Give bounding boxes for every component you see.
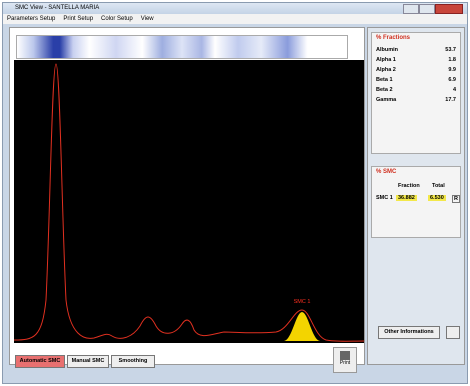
fraction-row: Beta 1 6.9 [376,77,456,86]
automatic-smc-button[interactable]: Automatic SMC [15,355,65,368]
manual-smc-button[interactable]: Manual SMC [67,355,109,368]
fraction-row: Alpha 1 1.8 [376,57,456,66]
fraction-row: Beta 2 4 [376,87,456,96]
fraction-name: Beta 2 [376,87,393,93]
fraction-value: 9.9 [448,67,456,73]
smc-total: 6.530 [428,195,446,201]
fraction-value: 1.8 [448,57,456,63]
menu-item[interactable]: Parameters Setup [7,16,55,22]
fraction-name: Alpha 2 [376,67,396,73]
smoothing-button[interactable]: Smoothing [111,355,155,368]
title-bar: SMC View - SANTELLA MARIA [3,3,467,14]
side-panel: % Fractions Albumin 53.7 Alpha 1 1.8 Alpha 2… [367,27,465,365]
smc-header: Fraction Total [376,183,456,192]
menu-item[interactable]: View [141,16,154,22]
window-title: SMC View - SANTELLA MARIA [15,5,99,11]
fraction-value: 17.7 [445,97,456,103]
fraction-row: Alpha 2 9.9 [376,67,456,76]
menu-item[interactable]: Print Setup [63,16,93,22]
fraction-name: Beta 1 [376,77,393,83]
other-informations-button[interactable]: Other Informations [378,326,440,339]
print-button[interactable]: Print [333,347,357,373]
smc-title: % SMC [376,169,396,175]
smc-name: SMC 1 [376,195,393,201]
column-header: Fraction [398,183,420,189]
densitogram: SMC 1 [14,60,364,343]
fraction-name: Alpha 1 [376,57,396,63]
close-button[interactable] [435,4,463,14]
page: SMC View - SANTELLA MARIA Parameters Set… [0,0,470,386]
smc-action[interactable]: R [452,195,460,203]
menu-item[interactable]: Color Setup [101,16,133,22]
fractions-title: % Fractions [376,35,410,41]
gel-strip [16,35,348,59]
fraction-value: 53.7 [445,47,456,53]
fraction-value: 4 [453,87,456,93]
minimize-button[interactable] [403,4,419,14]
fractions-box: % Fractions Albumin 53.7 Alpha 1 1.8 Alpha 2… [371,32,461,154]
maximize-button[interactable] [419,4,435,14]
fraction-row: Albumin 53.7 [376,47,456,56]
window: SMC View - SANTELLA MARIA Parameters Set… [2,2,468,384]
print-label: Print [334,360,356,366]
settings-button[interactable] [446,326,460,339]
fraction-name: Albumin [376,47,398,53]
print-icon [340,351,350,360]
menu-bar: Parameters Setup Print Setup Color Setup Vi… [3,14,467,24]
fraction-value: 6.9 [448,77,456,83]
plot-panel: SMC 1 [9,27,365,365]
fraction-row: Gamma 17.7 [376,97,456,106]
column-header: Total [432,183,445,189]
peak-label: SMC 1 [294,299,311,305]
fraction-name: Gamma [376,97,396,103]
smc-fraction: 36.882 [396,195,417,201]
